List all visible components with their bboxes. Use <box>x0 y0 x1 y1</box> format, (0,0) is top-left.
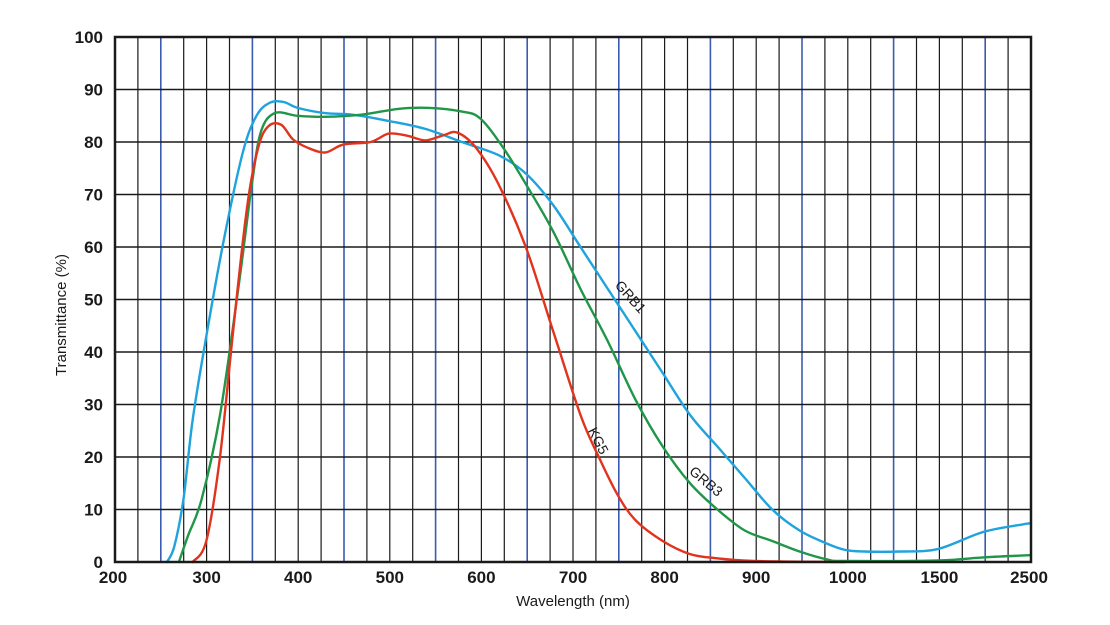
y-tick-label: 0 <box>94 553 103 572</box>
y-tick-label: 20 <box>84 448 103 467</box>
grid <box>115 37 1031 562</box>
series-line-grb3 <box>177 106 1033 564</box>
y-tick-label: 70 <box>84 186 103 205</box>
y-tick-label: 90 <box>84 81 103 100</box>
x-tick-labels: 200 300 400 500 600 700 800 900 1000 1500 2500 <box>99 568 1048 587</box>
x-tick-label: 600 <box>467 568 495 587</box>
x-tick-label: 1500 <box>920 568 958 587</box>
y-tick-labels: 0 10 20 30 40 50 60 70 80 90 100 <box>75 28 103 572</box>
x-tick-label: 400 <box>284 568 312 587</box>
x-tick-label: 800 <box>650 568 678 587</box>
y-tick-label: 50 <box>84 291 103 310</box>
plot-frame <box>113 35 1033 564</box>
y-tick-label: 60 <box>84 238 103 257</box>
x-axis-title: Wavelength (nm) <box>516 593 630 610</box>
x-tick-label: 1000 <box>829 568 867 587</box>
x-tick-label: 700 <box>559 568 587 587</box>
x-tick-label: 200 <box>99 568 127 587</box>
x-tick-label: 900 <box>742 568 770 587</box>
y-tick-label: 80 <box>84 133 103 152</box>
curves <box>165 99 1033 564</box>
y-axis-title: Transmittance (%) <box>53 254 70 376</box>
y-tick-label: 40 <box>84 343 103 362</box>
y-tick-label: 100 <box>75 28 103 47</box>
x-tick-label: 300 <box>192 568 220 587</box>
series-line-kg5 <box>191 122 847 564</box>
x-tick-label: 2500 <box>1010 568 1048 587</box>
x-tick-label: 500 <box>376 568 404 587</box>
y-tick-label: 30 <box>84 396 103 415</box>
y-tick-label: 10 <box>84 501 103 520</box>
